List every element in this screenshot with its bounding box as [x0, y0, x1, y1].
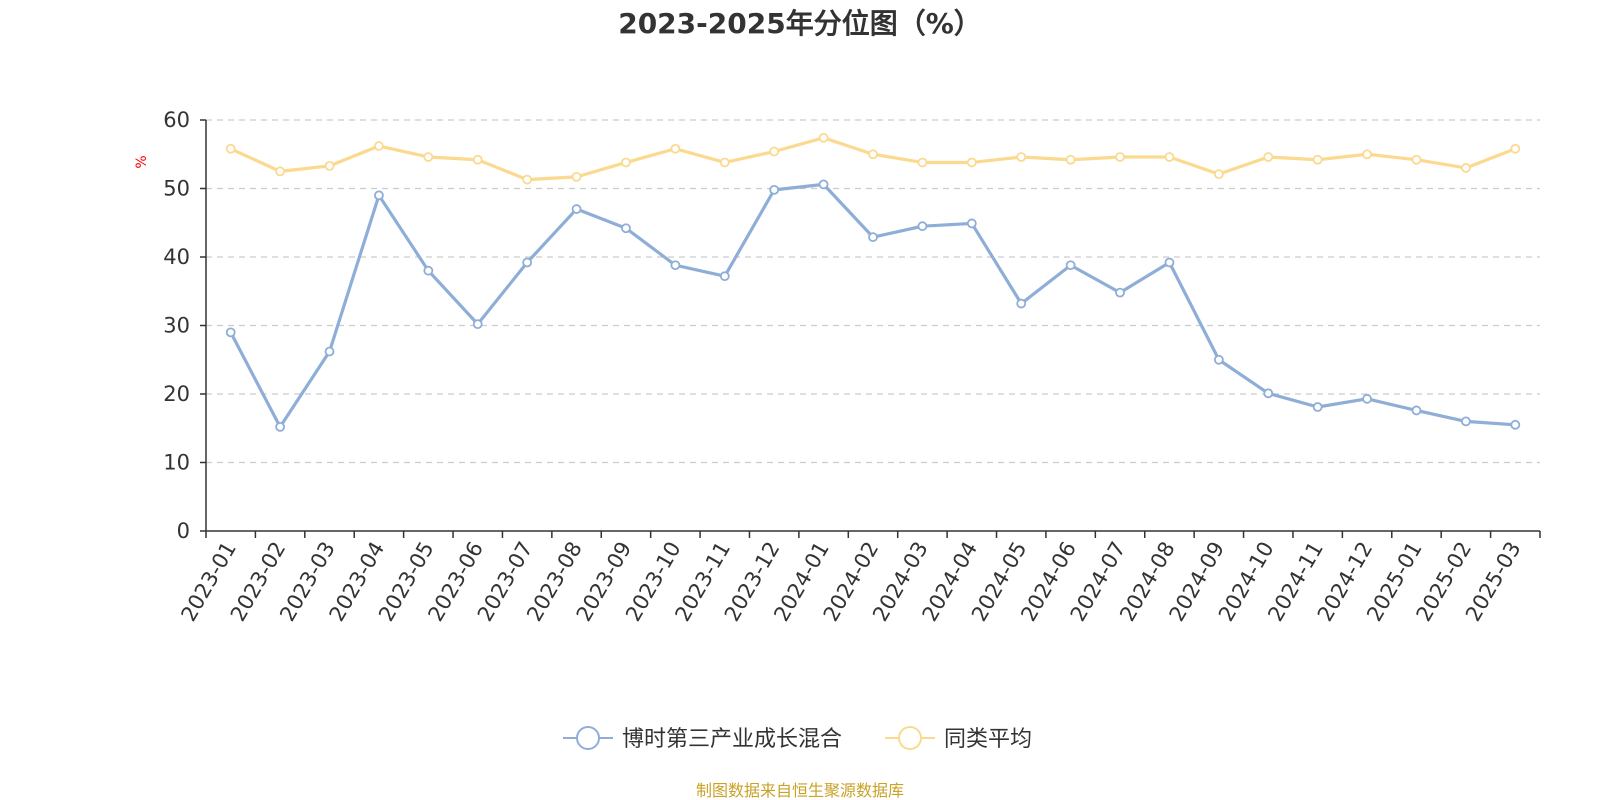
point-1-2023-05[interactable]: [423, 152, 434, 162]
point-0-2024-08[interactable]: [1164, 257, 1175, 268]
y-axis-label: %: [134, 155, 150, 168]
point-1-2023-06[interactable]: [472, 154, 483, 165]
point-1-2023-12[interactable]: [769, 146, 780, 157]
y-tick-label-20: 20: [163, 382, 190, 406]
gridlines: [206, 119, 1540, 464]
x-axis-ticks: 2023-012023-022023-032023-042023-052023-…: [176, 531, 1541, 625]
point-1-2024-09[interactable]: [1213, 169, 1224, 180]
point-1-2024-06[interactable]: [1065, 154, 1076, 165]
point-1-2024-03[interactable]: [917, 157, 928, 168]
point-1-2024-12[interactable]: [1362, 149, 1372, 160]
legend-item-average[interactable]: 同类平均: [885, 726, 1032, 752]
point-1-2025-03[interactable]: [1510, 143, 1521, 154]
point-0-2024-06[interactable]: [1065, 260, 1076, 271]
series-points: [225, 132, 1521, 432]
y-tick-label-50: 50: [163, 177, 190, 201]
point-1-2023-01[interactable]: [225, 143, 236, 154]
point-1-2024-07[interactable]: [1115, 152, 1125, 162]
point-0-2024-03[interactable]: [917, 221, 928, 232]
point-1-2023-02[interactable]: [275, 166, 286, 177]
point-1-2025-02[interactable]: [1460, 163, 1471, 173]
y-tick-label-60: 60: [163, 108, 190, 132]
point-1-2024-10[interactable]: [1263, 152, 1274, 162]
point-0-2025-02[interactable]: [1460, 416, 1471, 427]
point-1-2023-04[interactable]: [374, 141, 384, 151]
point-1-2023-07[interactable]: [522, 174, 533, 185]
y-axis-ticks: 0 10 20 30 40 50 60: [163, 108, 206, 543]
point-1-2023-10[interactable]: [670, 143, 681, 154]
y-tick-label-30: 30: [163, 314, 190, 338]
legend-average-marker: [898, 726, 922, 750]
point-0-2023-09[interactable]: [621, 223, 631, 234]
point-0-2025-03[interactable]: [1510, 419, 1521, 430]
point-1-2023-09[interactable]: [621, 157, 631, 168]
point-0-2023-08[interactable]: [571, 204, 582, 214]
point-0-2024-11[interactable]: [1312, 402, 1323, 412]
y-tick-label-10: 10: [163, 451, 190, 475]
point-0-2024-05[interactable]: [1016, 298, 1027, 309]
y-tick-label-40: 40: [163, 245, 190, 269]
point-1-2024-01[interactable]: [818, 132, 829, 143]
point-0-2023-07[interactable]: [522, 257, 533, 268]
legend: 博时第三产业成长混合 同类平均: [563, 726, 1032, 752]
point-1-2024-11[interactable]: [1312, 154, 1323, 165]
point-0-2024-07[interactable]: [1115, 287, 1125, 298]
point-0-2024-01[interactable]: [818, 179, 829, 190]
y-tick-label-0: 0: [177, 519, 190, 543]
point-0-2024-10[interactable]: [1263, 388, 1274, 399]
point-1-2025-01[interactable]: [1411, 154, 1422, 165]
legend-fund-label: 博时第三产业成长混合: [622, 727, 842, 752]
legend-fund-marker: [576, 726, 600, 750]
series-lines: [229, 136, 1517, 429]
legend-item-fund[interactable]: 博时第三产业成长混合: [563, 726, 842, 752]
point-1-2024-02[interactable]: [868, 149, 878, 160]
point-1-2023-08[interactable]: [571, 171, 582, 182]
point-1-2024-05[interactable]: [1016, 152, 1027, 162]
chart-title: 2023-2025年分位图（%）: [618, 7, 982, 40]
point-1-2024-08[interactable]: [1164, 152, 1175, 162]
point-1-2023-03[interactable]: [324, 160, 335, 171]
point-0-2025-01[interactable]: [1411, 405, 1422, 416]
point-1-2023-11[interactable]: [719, 157, 730, 168]
series-line-0: [229, 182, 1517, 429]
point-0-2023-04[interactable]: [374, 190, 384, 201]
point-0-2023-11[interactable]: [719, 271, 730, 282]
point-0-2024-09[interactable]: [1213, 354, 1224, 365]
point-0-2023-05[interactable]: [423, 265, 434, 276]
point-1-2024-04[interactable]: [966, 157, 977, 168]
point-0-2024-12[interactable]: [1362, 393, 1372, 404]
legend-average-label: 同类平均: [944, 727, 1032, 752]
point-0-2023-03[interactable]: [324, 346, 335, 357]
source-note: 制图数据来自恒生聚源数据库: [696, 781, 904, 800]
point-0-2023-12[interactable]: [769, 184, 780, 195]
point-0-2023-01[interactable]: [225, 327, 236, 338]
point-0-2023-06[interactable]: [472, 319, 483, 330]
point-0-2023-02[interactable]: [275, 421, 286, 432]
point-0-2024-02[interactable]: [868, 232, 878, 243]
point-0-2024-04[interactable]: [966, 218, 977, 229]
point-0-2023-10[interactable]: [670, 260, 681, 271]
